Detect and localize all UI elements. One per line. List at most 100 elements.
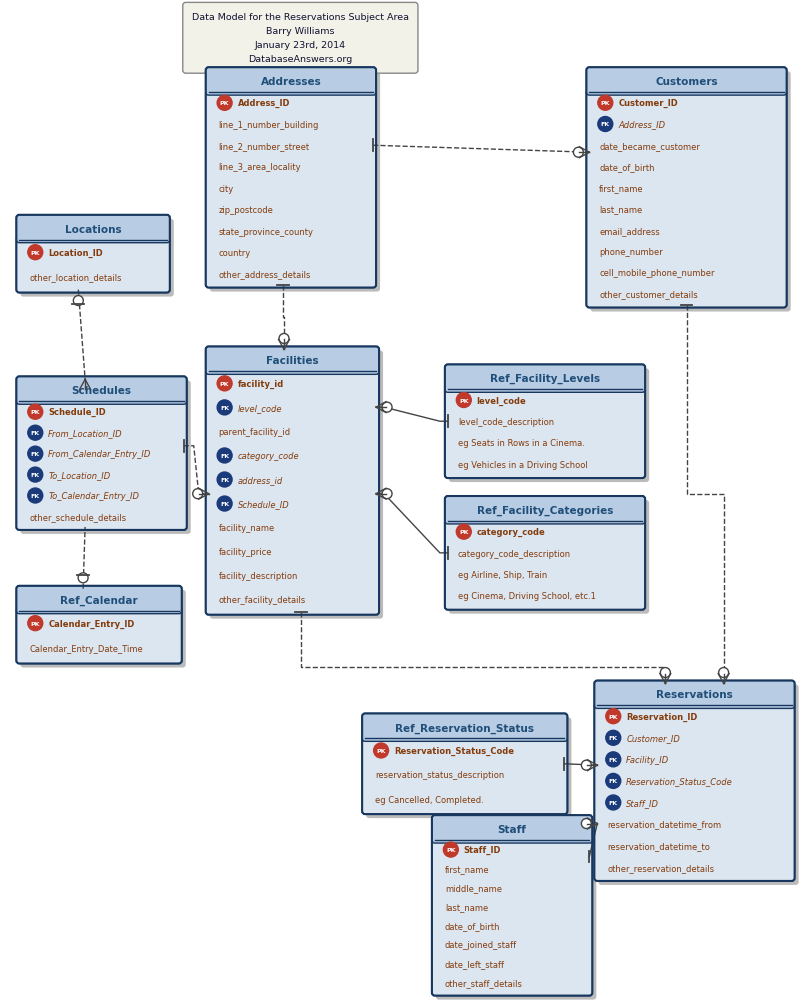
Text: first_name: first_name: [445, 865, 489, 874]
FancyBboxPatch shape: [20, 590, 186, 668]
Circle shape: [217, 448, 232, 463]
Circle shape: [382, 489, 392, 499]
Text: PK: PK: [459, 530, 469, 535]
Text: PK: PK: [31, 621, 40, 626]
Circle shape: [28, 446, 43, 461]
Text: Schedules: Schedules: [72, 386, 131, 396]
Circle shape: [28, 246, 43, 261]
Circle shape: [581, 760, 592, 770]
Text: line_1_number_building: line_1_number_building: [219, 120, 319, 129]
FancyBboxPatch shape: [206, 68, 376, 96]
FancyBboxPatch shape: [366, 718, 572, 818]
Text: category_code: category_code: [477, 528, 546, 537]
FancyBboxPatch shape: [16, 586, 182, 614]
FancyBboxPatch shape: [206, 90, 376, 288]
FancyBboxPatch shape: [449, 369, 649, 482]
Circle shape: [73, 296, 83, 306]
Text: category_code: category_code: [237, 451, 299, 460]
Text: Data Model for the Reservations Subject Area
Barry Williams
January 23rd, 2014
D: Data Model for the Reservations Subject …: [192, 13, 409, 64]
Text: country: country: [219, 249, 251, 258]
Text: FK: FK: [609, 778, 617, 783]
Text: middle_name: middle_name: [445, 884, 502, 893]
Text: other_facility_details: other_facility_details: [219, 596, 306, 605]
Text: other_address_details: other_address_details: [219, 270, 311, 279]
Text: FK: FK: [220, 477, 229, 482]
Text: facility_price: facility_price: [219, 548, 272, 557]
Text: Address_ID: Address_ID: [618, 120, 666, 129]
Circle shape: [444, 843, 458, 858]
FancyBboxPatch shape: [445, 387, 645, 478]
Text: PK: PK: [601, 101, 610, 106]
FancyBboxPatch shape: [16, 377, 187, 405]
Circle shape: [660, 668, 671, 678]
Text: eg Airline, Ship, Train: eg Airline, Ship, Train: [458, 571, 547, 580]
Text: PK: PK: [220, 381, 229, 386]
Text: reservation_datetime_to: reservation_datetime_to: [607, 842, 710, 851]
FancyBboxPatch shape: [449, 500, 649, 614]
Circle shape: [581, 818, 592, 828]
Circle shape: [28, 616, 43, 631]
Circle shape: [382, 403, 392, 412]
Circle shape: [217, 376, 232, 391]
FancyBboxPatch shape: [206, 347, 379, 375]
Circle shape: [28, 405, 43, 420]
Text: zip_postcode: zip_postcode: [219, 206, 274, 215]
Text: PK: PK: [446, 848, 456, 853]
Text: Staff: Staff: [497, 824, 526, 834]
FancyBboxPatch shape: [16, 216, 170, 244]
Text: PK: PK: [31, 410, 40, 415]
FancyBboxPatch shape: [432, 838, 592, 996]
Text: Facilities: Facilities: [266, 356, 319, 366]
Text: FK: FK: [31, 451, 39, 456]
Text: FK: FK: [31, 472, 39, 477]
Circle shape: [217, 496, 232, 512]
Text: Customer_ID: Customer_ID: [626, 733, 680, 742]
Circle shape: [598, 117, 613, 132]
Text: Addresses: Addresses: [261, 77, 321, 87]
Text: Reservation_Status_Code: Reservation_Status_Code: [626, 776, 733, 785]
Text: Ref_Reservation_Status: Ref_Reservation_Status: [395, 722, 535, 733]
Text: FK: FK: [220, 453, 229, 458]
Text: Schedule_ID: Schedule_ID: [48, 408, 106, 417]
Text: FK: FK: [609, 800, 617, 805]
Text: PK: PK: [31, 251, 40, 256]
Text: last_name: last_name: [445, 903, 488, 912]
Circle shape: [28, 488, 43, 504]
Text: PK: PK: [609, 714, 618, 719]
Text: Reservation_Status_Code: Reservation_Status_Code: [394, 746, 514, 755]
FancyBboxPatch shape: [362, 714, 568, 741]
Text: FK: FK: [31, 430, 39, 435]
Text: level_code_description: level_code_description: [458, 417, 554, 426]
Text: Calendar_Entry_ID: Calendar_Entry_ID: [48, 619, 134, 628]
Text: eg Cancelled, Completed.: eg Cancelled, Completed.: [375, 794, 484, 803]
Circle shape: [192, 489, 203, 499]
Text: To_Location_ID: To_Location_ID: [48, 470, 110, 479]
FancyBboxPatch shape: [594, 681, 795, 709]
Text: Locations: Locations: [64, 225, 122, 235]
FancyBboxPatch shape: [206, 369, 379, 615]
Text: Ref_Facility_Levels: Ref_Facility_Levels: [490, 374, 600, 384]
Circle shape: [374, 743, 389, 758]
Text: other_staff_details: other_staff_details: [445, 979, 522, 988]
Text: last_name: last_name: [599, 206, 642, 215]
Text: reservation_status_description: reservation_status_description: [375, 770, 505, 779]
Circle shape: [456, 393, 471, 408]
FancyBboxPatch shape: [598, 685, 799, 885]
Text: Ref_Calendar: Ref_Calendar: [60, 595, 138, 605]
Text: line_3_area_locality: line_3_area_locality: [219, 163, 301, 173]
Text: FK: FK: [220, 405, 229, 410]
Text: other_schedule_details: other_schedule_details: [29, 513, 126, 522]
Text: FK: FK: [31, 493, 39, 498]
Text: level_code: level_code: [477, 396, 526, 405]
Text: To_Calendar_Entry_ID: To_Calendar_Entry_ID: [48, 491, 139, 500]
FancyBboxPatch shape: [445, 365, 645, 393]
Circle shape: [217, 472, 232, 487]
Circle shape: [217, 400, 232, 415]
Text: eg Cinema, Driving School, etc.1: eg Cinema, Driving School, etc.1: [458, 592, 596, 601]
Text: FK: FK: [609, 757, 617, 762]
Text: Staff_ID: Staff_ID: [464, 846, 502, 855]
Text: Reservations: Reservations: [656, 690, 733, 700]
FancyBboxPatch shape: [445, 496, 645, 525]
Circle shape: [28, 467, 43, 482]
Text: date_left_staff: date_left_staff: [445, 960, 505, 969]
